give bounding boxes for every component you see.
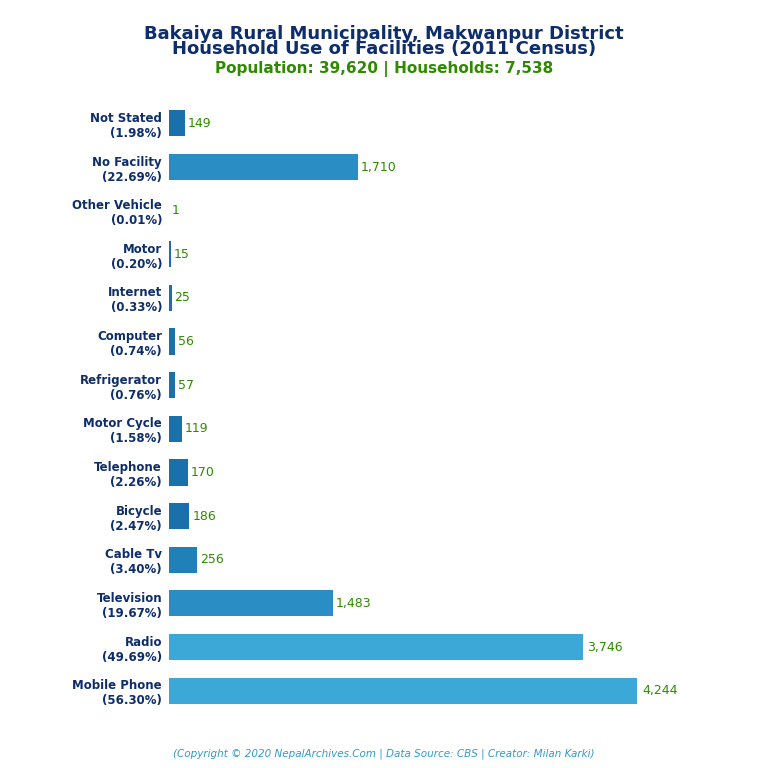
Bar bbox=[169, 634, 582, 660]
Bar bbox=[169, 154, 358, 180]
Bar bbox=[169, 459, 187, 485]
Text: 15: 15 bbox=[174, 248, 189, 261]
Bar bbox=[169, 503, 190, 529]
Text: 56: 56 bbox=[178, 335, 194, 348]
Text: Population: 39,620 | Households: 7,538: Population: 39,620 | Households: 7,538 bbox=[215, 61, 553, 78]
Bar bbox=[169, 372, 175, 399]
Text: Bakaiya Rural Municipality, Makwanpur District: Bakaiya Rural Municipality, Makwanpur Di… bbox=[144, 25, 624, 42]
Text: 170: 170 bbox=[190, 466, 214, 479]
Bar bbox=[169, 415, 182, 442]
Text: Household Use of Facilities (2011 Census): Household Use of Facilities (2011 Census… bbox=[172, 40, 596, 58]
Bar bbox=[169, 285, 172, 311]
Bar bbox=[169, 241, 170, 267]
Text: 3,746: 3,746 bbox=[587, 641, 622, 654]
Text: 256: 256 bbox=[200, 553, 223, 566]
Text: (Copyright © 2020 NepalArchives.Com | Data Source: CBS | Creator: Milan Karki): (Copyright © 2020 NepalArchives.Com | Da… bbox=[174, 748, 594, 759]
Bar bbox=[169, 329, 175, 355]
Bar bbox=[169, 591, 333, 617]
Text: 149: 149 bbox=[188, 117, 212, 130]
Bar bbox=[169, 111, 185, 137]
Text: 119: 119 bbox=[185, 422, 208, 435]
Bar bbox=[169, 677, 637, 703]
Text: 1,483: 1,483 bbox=[336, 597, 371, 610]
Bar bbox=[169, 547, 197, 573]
Text: 186: 186 bbox=[192, 510, 216, 523]
Text: 25: 25 bbox=[174, 291, 190, 304]
Text: 1,710: 1,710 bbox=[360, 161, 396, 174]
Text: 4,244: 4,244 bbox=[642, 684, 677, 697]
Text: 1: 1 bbox=[172, 204, 180, 217]
Text: 57: 57 bbox=[178, 379, 194, 392]
